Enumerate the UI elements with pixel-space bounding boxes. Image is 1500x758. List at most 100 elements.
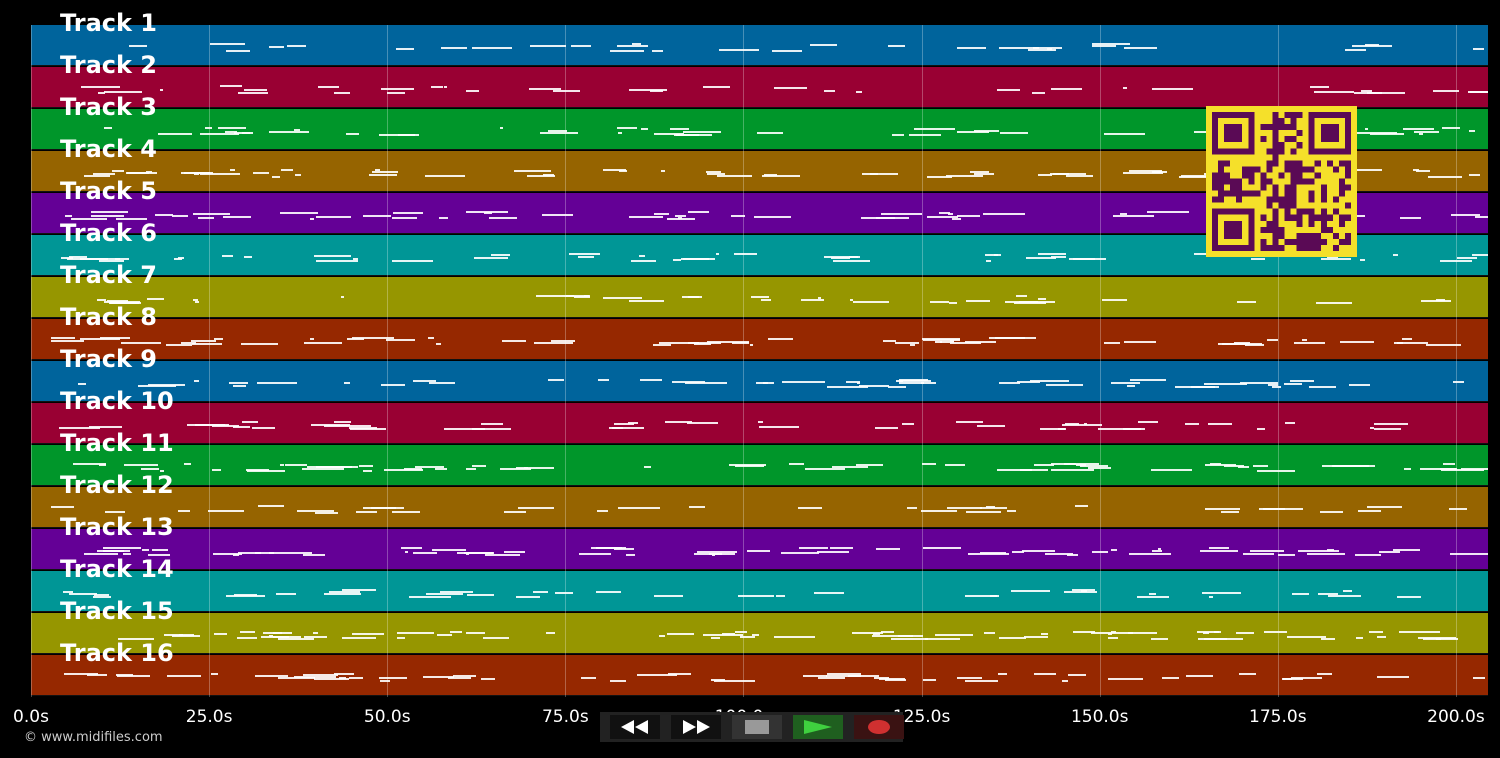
note	[948, 302, 957, 304]
note	[174, 258, 182, 260]
note	[608, 427, 644, 429]
note	[1286, 636, 1327, 638]
note	[602, 297, 642, 299]
note	[499, 127, 503, 129]
note	[907, 507, 918, 509]
note	[1197, 631, 1220, 633]
grid-line	[565, 25, 567, 697]
note	[809, 44, 838, 46]
note	[910, 344, 915, 346]
note	[983, 632, 996, 634]
note	[1440, 468, 1457, 470]
track-lane-9[interactable]	[31, 361, 1488, 402]
note	[1450, 214, 1480, 216]
note	[236, 637, 257, 639]
note	[1199, 550, 1239, 552]
note	[789, 463, 804, 465]
note	[214, 633, 227, 635]
note	[271, 176, 280, 178]
note	[940, 341, 954, 343]
note	[989, 595, 1000, 597]
note	[749, 344, 754, 346]
note	[484, 554, 521, 556]
note	[465, 211, 509, 213]
note	[116, 674, 134, 676]
note	[825, 675, 861, 677]
note	[676, 134, 699, 136]
note	[653, 213, 670, 215]
note	[891, 134, 904, 136]
track-label: Track 14	[60, 555, 174, 583]
note	[465, 553, 469, 555]
note	[1469, 91, 1488, 93]
note	[1267, 384, 1279, 386]
note	[848, 675, 879, 677]
stop-button[interactable]	[732, 715, 782, 739]
note	[1263, 508, 1304, 510]
note	[111, 170, 124, 172]
note	[1073, 631, 1095, 633]
note	[186, 424, 226, 426]
note	[710, 637, 721, 639]
piano-roll[interactable]	[31, 25, 1488, 697]
note	[297, 510, 335, 512]
note	[1130, 379, 1167, 381]
note	[346, 133, 359, 135]
note	[1103, 342, 1120, 344]
note	[1110, 382, 1140, 384]
note	[1202, 632, 1209, 634]
track-lane-8[interactable]	[31, 319, 1488, 360]
note	[628, 422, 638, 424]
note	[309, 218, 315, 220]
note	[899, 380, 903, 382]
note	[1069, 258, 1095, 260]
track-lane-1[interactable]	[31, 25, 1488, 66]
fast-forward-button[interactable]	[671, 715, 721, 739]
note	[1317, 593, 1339, 595]
track-lane-16[interactable]	[31, 655, 1488, 696]
track-lane-15[interactable]	[31, 613, 1488, 654]
note	[1239, 382, 1279, 384]
time-tick-label: 175.0s	[1249, 707, 1307, 727]
note	[737, 595, 774, 597]
track-lane-12[interactable]	[31, 487, 1488, 528]
note	[550, 340, 575, 342]
note	[84, 175, 111, 177]
note	[891, 638, 929, 640]
note	[1368, 631, 1383, 633]
note	[653, 344, 672, 346]
play-button[interactable]	[793, 715, 843, 739]
note	[947, 213, 953, 215]
note	[178, 510, 191, 512]
note	[597, 379, 610, 381]
note	[697, 551, 738, 553]
note	[979, 507, 1008, 509]
rewind-button[interactable]	[610, 715, 660, 739]
note	[934, 634, 943, 636]
note	[92, 596, 112, 598]
note	[996, 89, 1021, 91]
track-lane-13[interactable]	[31, 529, 1488, 570]
note	[1185, 423, 1200, 425]
note	[686, 422, 718, 424]
note	[159, 89, 163, 91]
note	[1423, 638, 1441, 640]
track-label: Track 2	[60, 51, 158, 79]
note	[405, 551, 409, 553]
track-lane-7[interactable]	[31, 277, 1488, 318]
note	[1108, 637, 1118, 639]
note	[284, 464, 307, 466]
note	[257, 382, 297, 384]
note	[483, 637, 509, 639]
track-lane-2[interactable]	[31, 67, 1488, 108]
record-button[interactable]	[854, 715, 904, 739]
note	[1087, 467, 1111, 469]
track-lane-14[interactable]	[31, 571, 1488, 612]
track-lane-10[interactable]	[31, 403, 1488, 444]
note	[1442, 127, 1460, 129]
note	[193, 380, 199, 382]
note	[293, 676, 336, 678]
note	[827, 673, 862, 675]
note	[412, 380, 436, 382]
note	[115, 218, 148, 220]
